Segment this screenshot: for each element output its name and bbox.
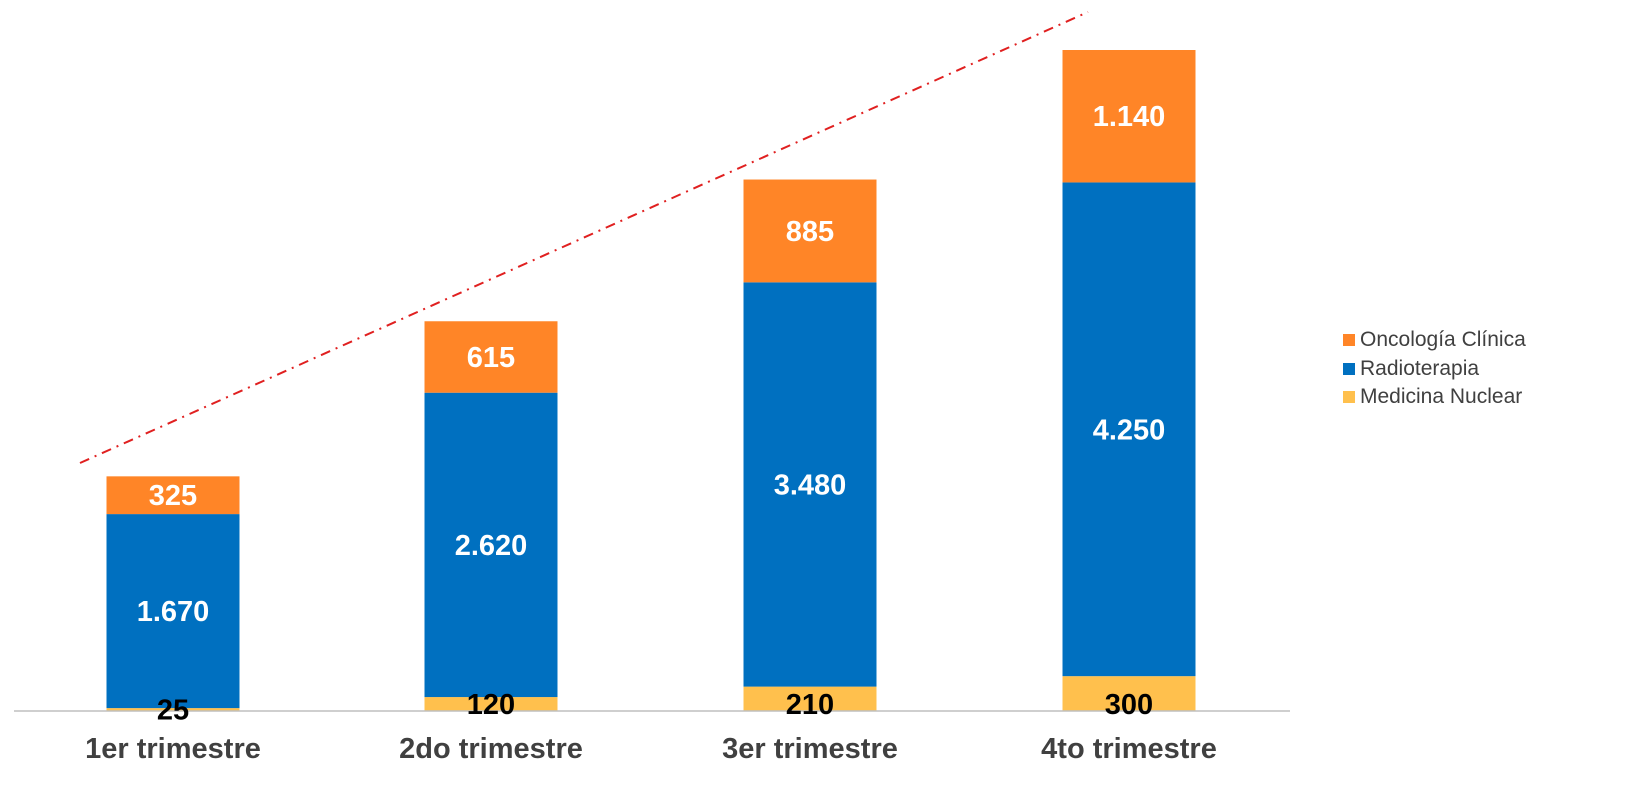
legend-label-oncologia: Oncología Clínica — [1360, 328, 1526, 352]
bar-oncologia-clinica-4 — [1062, 50, 1196, 183]
bar-oncologia-clinica-1 — [106, 476, 240, 515]
legend-swatch-medicina-nuclear — [1343, 391, 1355, 404]
legend-item-medicina-nuclear: Medicina Nuclear — [1343, 383, 1526, 412]
data-label-medicina-nuclear-3: 210 — [786, 689, 834, 721]
bar-radioterapia-4 — [1062, 182, 1196, 677]
bar-medicina-nuclear-4 — [1062, 676, 1196, 711]
chart-legend: Oncología Clínica Radioterapia Medicina … — [1343, 326, 1526, 412]
x-tick-label-4: 4to trimestre — [1041, 733, 1217, 765]
data-label-radioterapia-3: 3.480 — [774, 469, 847, 501]
legend-label-medicina-nuclear: Medicina Nuclear — [1360, 385, 1523, 409]
data-label-radioterapia-1: 1.670 — [137, 596, 210, 628]
bar-medicina-nuclear-1 — [106, 708, 240, 711]
legend-item-oncologia: Oncología Clínica — [1343, 326, 1526, 355]
legend-swatch-radioterapia — [1343, 362, 1355, 375]
data-label-oncologia-clinica-3: 885 — [786, 216, 834, 248]
bar-oncologia-clinica-3 — [743, 179, 877, 283]
data-label-oncologia-clinica-2: 615 — [467, 342, 515, 374]
data-label-medicina-nuclear-2: 120 — [467, 689, 515, 721]
data-label-radioterapia-2: 2.620 — [455, 530, 528, 562]
data-label-medicina-nuclear-1: 25 — [157, 695, 189, 727]
legend-item-radioterapia: Radioterapia — [1343, 355, 1526, 384]
data-label-oncologia-clinica-1: 325 — [149, 480, 197, 512]
legend-label-radioterapia: Radioterapia — [1360, 356, 1480, 380]
data-label-oncologia-clinica-4: 1.140 — [1093, 101, 1166, 133]
x-tick-label-3: 3er trimestre — [722, 733, 898, 765]
bar-radioterapia-1 — [106, 514, 240, 709]
data-label-medicina-nuclear-4: 300 — [1105, 689, 1153, 721]
bar-medicina-nuclear-3 — [743, 686, 877, 711]
bar-medicina-nuclear-2 — [424, 697, 558, 711]
bar-radioterapia-3 — [743, 282, 877, 687]
x-tick-label-2: 2do trimestre — [399, 733, 583, 765]
x-tick-label-1: 1er trimestre — [85, 733, 261, 765]
bar-radioterapia-2 — [424, 392, 558, 698]
legend-swatch-oncologia — [1343, 334, 1355, 347]
bar-oncologia-clinica-2 — [424, 321, 558, 393]
data-label-radioterapia-4: 4.250 — [1093, 414, 1166, 446]
trend-line — [79, 11, 1089, 464]
